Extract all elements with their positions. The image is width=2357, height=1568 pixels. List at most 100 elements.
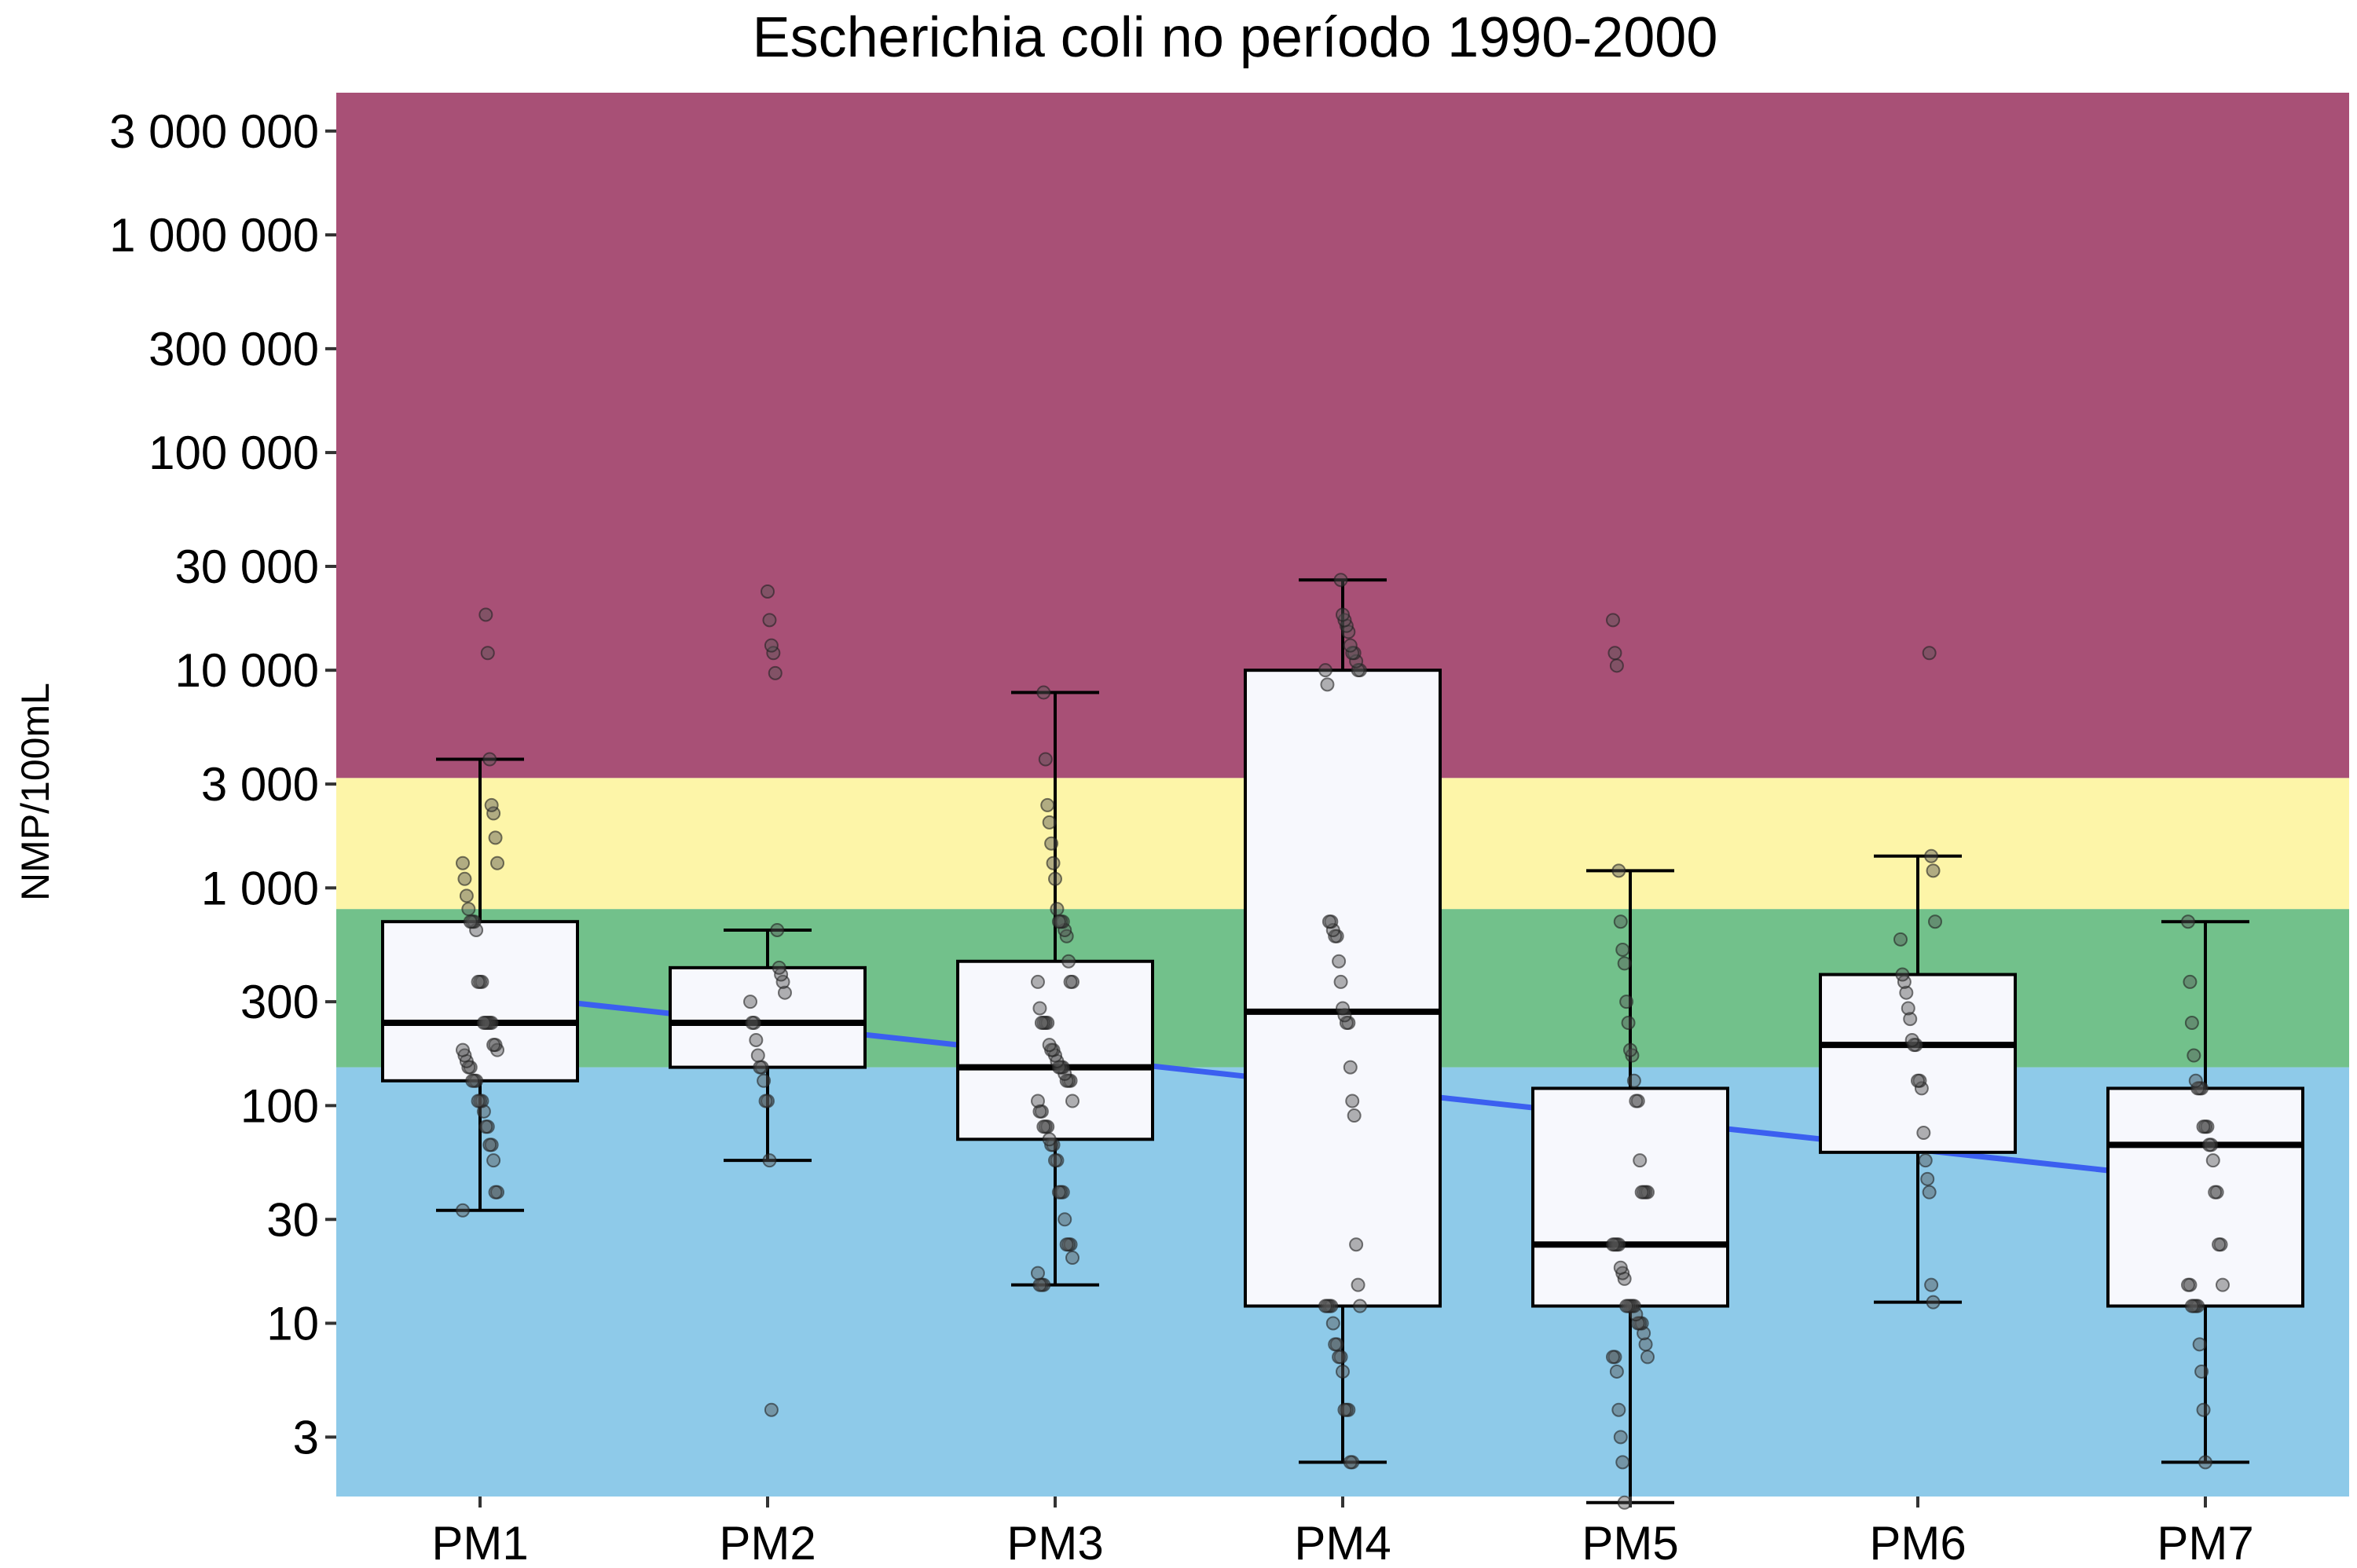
point-PM1: [463, 914, 478, 929]
point-PM4: [1343, 1455, 1358, 1470]
point-PM1: [484, 797, 499, 812]
point-PM1: [482, 752, 497, 767]
y-tick-label: 300: [240, 976, 319, 1028]
point-PM5: [1621, 1016, 1636, 1031]
point-PM3: [1059, 1237, 1074, 1252]
point-PM6: [1904, 1032, 1919, 1047]
y-tick-label: 10: [266, 1297, 319, 1350]
point-PM4: [1351, 1277, 1365, 1292]
point-PM5: [1609, 1364, 1624, 1379]
y-tick-label: 1 000 000: [109, 209, 319, 262]
boxplots: [381, 578, 2304, 1504]
point-PM3: [1036, 685, 1051, 700]
point-PM3: [1051, 914, 1066, 929]
point-PM6: [1903, 1012, 1918, 1027]
point-PM3: [1048, 1153, 1062, 1168]
y-tick-label: 1 000: [201, 862, 319, 914]
point-PM3: [1042, 1132, 1057, 1147]
box-body: [669, 965, 867, 1069]
y-tick-label: 3 000: [201, 758, 319, 811]
point-PM3: [1032, 1104, 1047, 1119]
point-PM6: [1920, 1171, 1935, 1186]
point-PM7: [2183, 974, 2198, 989]
point-PM3: [1051, 1185, 1066, 1200]
point-PM2: [772, 960, 786, 975]
point-PM4: [1318, 663, 1332, 678]
y-tick-label: 30 000: [174, 540, 319, 593]
point-PM2: [762, 1153, 777, 1168]
point-PM5: [1606, 613, 1620, 628]
point-PM4: [1328, 1337, 1343, 1352]
point-PM1: [471, 974, 486, 989]
point-PM5: [1615, 942, 1630, 957]
point-PM7: [2184, 1299, 2199, 1313]
point-PM5: [1611, 1402, 1626, 1417]
point-PM4: [1343, 638, 1358, 653]
point-PM5: [1619, 1299, 1634, 1313]
point-PM5: [1611, 863, 1626, 878]
point-PM6: [1899, 985, 1914, 1000]
y-tick-label: 3: [293, 1411, 319, 1464]
point-PM3: [1032, 1001, 1047, 1016]
point-PM4: [1345, 1094, 1360, 1108]
point-PM7: [2216, 1277, 2230, 1292]
point-PM2: [770, 922, 785, 937]
point-PM5: [1640, 1350, 1655, 1365]
point-PM5: [1613, 1430, 1628, 1445]
box-body: [1819, 973, 2017, 1154]
point-PM4: [1353, 1299, 1367, 1313]
point-PM1: [457, 871, 472, 886]
data-points: [456, 573, 2230, 1510]
chart-title: Escherichia coli no período 1990-2000: [753, 6, 1718, 69]
y-axis: 3 10 30 100 300 1 000 3 000 10 000 30 000 100 000…: [109, 105, 336, 1464]
point-PM3: [1042, 1038, 1057, 1053]
point-PM5: [1615, 1455, 1630, 1470]
point-PM5: [1606, 1350, 1620, 1365]
point-PM7: [2205, 1153, 2220, 1168]
point-PM7: [2212, 1237, 2227, 1252]
point-PM4: [1336, 607, 1350, 622]
point-PM1: [456, 1042, 470, 1057]
point-PM3: [1048, 871, 1062, 886]
point-PM5: [1613, 914, 1628, 929]
point-PM4: [1336, 1001, 1350, 1016]
point-PM4: [1333, 573, 1348, 588]
x-tick-label: PM2: [719, 1517, 816, 1568]
x-tick-label: PM5: [1582, 1517, 1678, 1568]
point-PM2: [764, 638, 779, 653]
y-axis-title: NMP/100mL: [13, 683, 57, 901]
point-PM2: [750, 1048, 765, 1063]
point-PM7: [2188, 1073, 2203, 1088]
point-PM2: [743, 995, 757, 1009]
point-PM3: [1032, 1277, 1047, 1292]
box-body: [956, 959, 1154, 1141]
point-PM4: [1325, 922, 1340, 937]
point-PM6: [1911, 1073, 1925, 1088]
point-PM7: [2181, 914, 2195, 929]
point-PM4: [1333, 974, 1348, 989]
point-PM1: [482, 1138, 497, 1152]
point-PM1: [478, 1119, 493, 1134]
box-PM6: [1819, 854, 2017, 1304]
point-PM6: [1926, 1295, 1941, 1310]
point-PM5: [1609, 658, 1624, 673]
point-PM7: [2194, 1364, 2209, 1379]
point-PM5: [1619, 995, 1634, 1009]
box-body: [381, 920, 579, 1083]
point-PM1: [488, 830, 503, 845]
point-PM5: [1607, 646, 1622, 661]
point-PM1: [486, 1038, 501, 1053]
point-PM1: [456, 1203, 470, 1218]
box-PM3: [956, 691, 1154, 1287]
y-tick-label: 300 000: [148, 323, 319, 376]
point-PM6: [1895, 967, 1910, 982]
point-PM3: [1036, 1119, 1051, 1134]
point-PM1: [486, 1153, 501, 1168]
box-body: [1531, 1086, 1729, 1308]
point-PM2: [768, 665, 783, 680]
y-tick-label: 10 000: [174, 644, 319, 697]
point-PM1: [490, 855, 504, 870]
point-PM3: [1061, 954, 1076, 969]
point-PM1: [478, 607, 493, 622]
point-PM3: [1046, 855, 1061, 870]
